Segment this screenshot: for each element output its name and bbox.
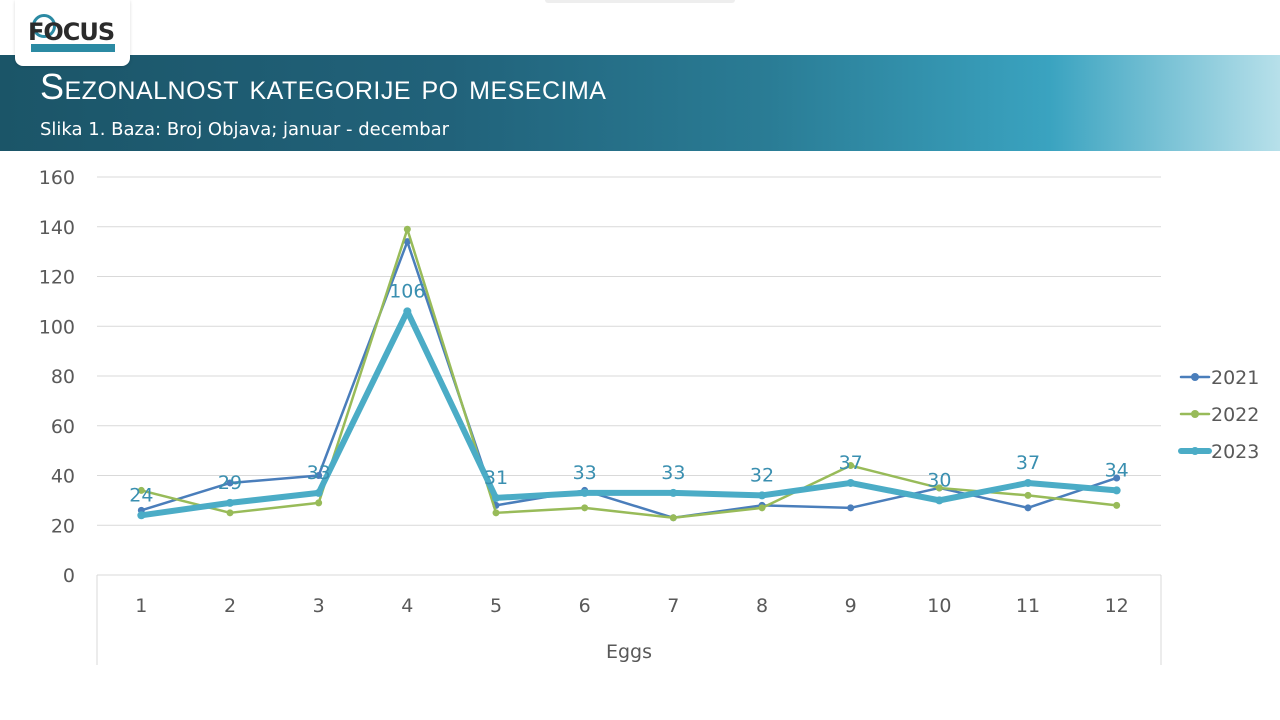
y-tick-label: 100 <box>39 316 75 338</box>
data-point-2022 <box>581 504 589 512</box>
data-point-2022 <box>669 514 677 522</box>
legend-marker-dot <box>1191 410 1199 418</box>
data-point-2022 <box>847 462 855 470</box>
data-point-2023 <box>1024 478 1032 487</box>
x-tick-label: 7 <box>667 595 679 617</box>
x-tick-label: 3 <box>313 595 325 617</box>
x-tick-label: 5 <box>490 595 502 617</box>
x-axis-title: Eggs <box>606 641 652 663</box>
data-label: 31 <box>484 467 508 489</box>
legend-label: 2022 <box>1211 404 1259 426</box>
legend-label: 2023 <box>1211 441 1259 463</box>
data-point-2022 <box>1024 491 1032 499</box>
data-point-2022 <box>492 509 500 517</box>
y-tick-label: 0 <box>63 565 75 587</box>
data-point-2021 <box>315 472 323 479</box>
data-point-2023 <box>1112 486 1121 495</box>
data-point-2021 <box>1113 474 1121 482</box>
x-tick-label: 8 <box>756 595 768 617</box>
data-label: 33 <box>661 462 685 484</box>
x-tick-label: 6 <box>579 595 591 617</box>
x-tick-label: 12 <box>1105 595 1129 617</box>
legend-marker-dot <box>1191 447 1199 455</box>
y-tick-label: 140 <box>39 217 75 239</box>
data-point-2023 <box>846 478 855 487</box>
data-point-2023 <box>226 498 234 507</box>
x-tick-label: 4 <box>401 595 413 617</box>
data-point-2023 <box>669 488 678 497</box>
data-point-2023 <box>137 511 146 520</box>
data-point-2023 <box>492 493 500 502</box>
data-point-2023 <box>935 496 944 505</box>
data-label: 24 <box>129 484 153 506</box>
x-tick-label: 1 <box>135 595 147 617</box>
y-tick-label: 20 <box>51 515 75 537</box>
data-label: 106 <box>389 280 425 302</box>
data-point-2023 <box>403 307 412 316</box>
data-point-2023 <box>314 488 323 497</box>
series-line-2022 <box>140 227 1118 520</box>
series-line-2023 <box>138 308 1120 519</box>
data-label: 34 <box>1105 459 1129 481</box>
y-tick-label: 80 <box>51 366 75 388</box>
data-point-2022 <box>758 504 766 512</box>
legend-marker-dot <box>1191 373 1199 381</box>
x-tick-label: 11 <box>1016 595 1040 617</box>
y-tick-label: 160 <box>39 167 75 189</box>
x-tick-label: 2 <box>224 595 236 617</box>
data-label: 32 <box>750 464 774 486</box>
y-tick-label: 60 <box>51 416 75 438</box>
logo-text: FOCUS <box>28 18 115 46</box>
data-label: 33 <box>307 462 331 484</box>
data-point-2021 <box>226 479 234 487</box>
page-title: Sezonalnost kategorije po mesecima <box>40 66 607 107</box>
data-label: 37 <box>1016 452 1040 474</box>
legend-label: 2021 <box>1211 367 1259 389</box>
data-point-2022 <box>315 499 323 507</box>
data-point-2021 <box>403 238 411 246</box>
data-point-2022 <box>1113 501 1121 509</box>
data-label: 37 <box>839 452 863 474</box>
header-band <box>0 55 1280 151</box>
top-decoration <box>545 0 735 3</box>
x-tick-label: 9 <box>845 595 857 617</box>
y-tick-label: 120 <box>39 267 75 289</box>
data-label: 29 <box>218 472 242 494</box>
logo: FOCUS <box>15 0 130 66</box>
data-point-2023 <box>580 488 589 497</box>
data-label: 30 <box>927 469 951 491</box>
data-point-2022 <box>935 484 943 492</box>
page-subtitle: Slika 1. Baza: Broj Objava; januar - dec… <box>40 119 450 140</box>
data-point-2021 <box>1024 504 1032 512</box>
data-point-2022 <box>137 486 145 494</box>
data-point-2021 <box>847 504 855 512</box>
y-tick-label: 40 <box>51 466 75 488</box>
logo-magnifier-icon <box>32 14 56 38</box>
x-tick-label: 10 <box>927 595 951 617</box>
data-point-2022 <box>226 509 234 517</box>
data-point-2023 <box>758 491 766 500</box>
data-point-2022 <box>403 225 411 233</box>
logo-bar <box>31 44 115 52</box>
series-line-2021 <box>140 240 1118 520</box>
data-label: 33 <box>573 462 597 484</box>
